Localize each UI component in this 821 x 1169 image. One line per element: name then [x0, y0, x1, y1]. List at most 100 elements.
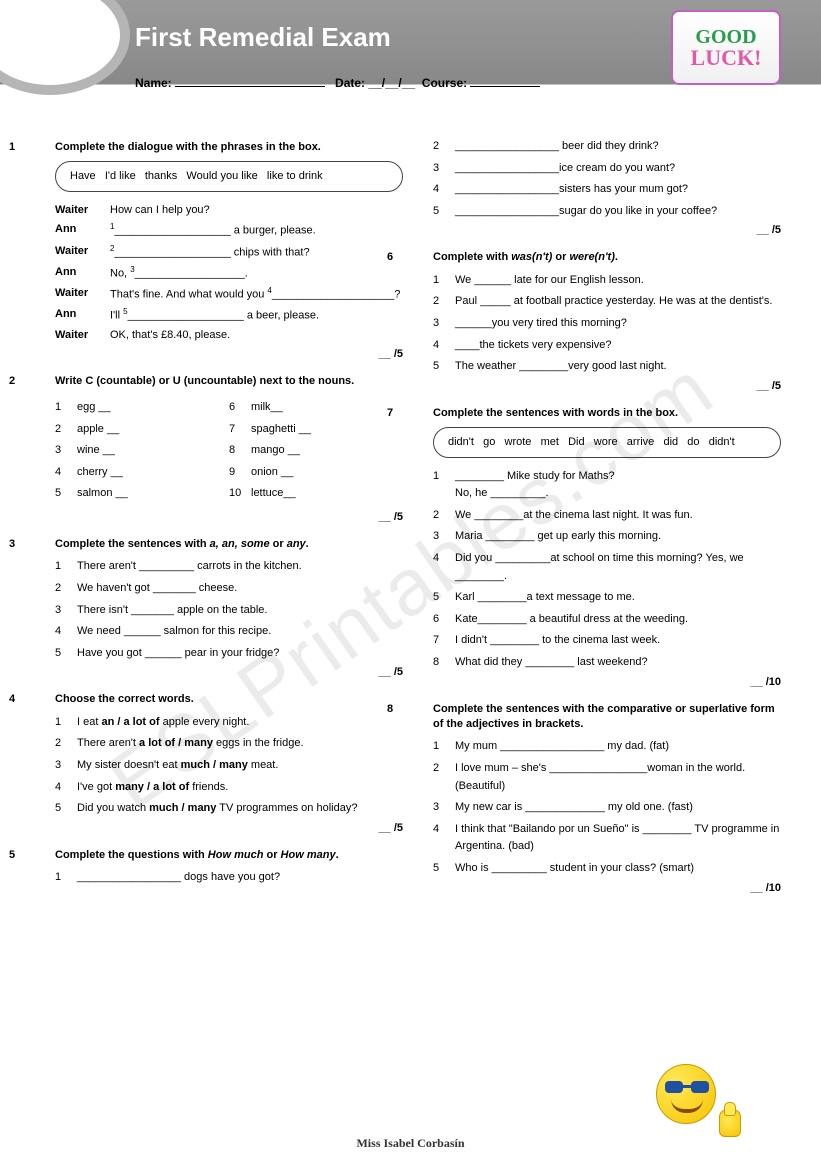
item-text: _________________sisters has your mum go…	[455, 181, 781, 199]
q4-num: 4	[9, 692, 27, 707]
list-item: 4Did you _________at school on time this…	[433, 550, 781, 585]
dialogue-row: WaiterThat's fine. And what would you 4_…	[55, 285, 403, 303]
q8-score: __ /10	[433, 882, 781, 894]
speaker: Ann	[55, 306, 110, 324]
q5-items-left: 1_________________ dogs have you got?	[55, 869, 403, 887]
q5-num: 5	[9, 848, 27, 863]
item-number: 1	[55, 558, 77, 576]
item-text: spaghetti __	[251, 421, 403, 439]
date-label: Date:	[335, 76, 365, 90]
list-item: 2Paul _____ at football practice yesterd…	[433, 293, 781, 311]
speaker: Waiter	[55, 243, 110, 261]
item-number: 3	[55, 757, 77, 775]
list-item: 2apple __	[55, 421, 229, 439]
speaker: Waiter	[55, 327, 110, 344]
item-number: 1	[433, 738, 455, 756]
item-number: 6	[433, 611, 455, 629]
item-text: milk__	[251, 399, 403, 417]
list-item: 4____the tickets very expensive?	[433, 337, 781, 355]
item-text: I think that "Bailando por un Sueño" is …	[455, 821, 781, 856]
q8-items: 1My mum _________________ my dad. (fat)2…	[433, 738, 781, 877]
item-text: egg __	[77, 399, 229, 417]
q7-num: 7	[387, 406, 405, 421]
dialogue-row: Waiter2___________________ chips with th…	[55, 243, 403, 261]
good-luck-badge: GOOD LUCK!	[671, 10, 781, 85]
item-text: lettuce__	[251, 485, 403, 503]
list-item: 8What did they ________ last weekend?	[433, 654, 781, 672]
q5-score: __ /5	[433, 224, 781, 236]
item-number: 1	[433, 468, 455, 503]
item-number: 4	[55, 779, 77, 797]
item-text: I love mum – she's ________________woman…	[455, 760, 781, 795]
item-text: _________________ dogs have you got?	[77, 869, 403, 887]
item-text: Have you got ______ pear in your fridge?	[77, 645, 403, 663]
list-item: 3_________________ice cream do you want?	[433, 160, 781, 178]
list-item: 2We haven't got _______ cheese.	[55, 580, 403, 598]
item-number: 3	[433, 799, 455, 817]
q1-dialogue: WaiterHow can I help you?Ann1___________…	[55, 202, 403, 344]
item-number: 4	[433, 337, 455, 355]
item-text: My sister doesn't eat much / many meat.	[77, 757, 403, 775]
speaker: Ann	[55, 264, 110, 282]
question-5-start: 5Complete the questions with How much or…	[55, 848, 403, 887]
dialogue-row: WaiterHow can I help you?	[55, 202, 403, 219]
list-item: 3______you very tired this morning?	[433, 315, 781, 333]
q4-score: __ /5	[55, 822, 403, 834]
item-text: mango __	[251, 442, 403, 460]
question-4: 4Choose the correct words. 1I eat an / a…	[55, 692, 403, 833]
list-item: 4We need ______ salmon for this recipe.	[55, 623, 403, 641]
goodluck-bot: LUCK!	[691, 47, 762, 69]
list-item: 1_________________ dogs have you got?	[55, 869, 403, 887]
q8-num: 8	[387, 702, 405, 717]
item-number: 4	[433, 181, 455, 199]
speaker: Waiter	[55, 202, 110, 219]
item-number: 4	[433, 550, 455, 585]
list-item: 3My new car is _____________ my old one.…	[433, 799, 781, 817]
item-text: Did you watch much / many TV programmes …	[77, 800, 403, 818]
item-text: Maria ________ get up early this morning…	[455, 528, 781, 546]
q2-score: __ /5	[55, 511, 403, 523]
item-number: 2	[55, 735, 77, 753]
item-number: 2	[433, 760, 455, 795]
list-item: 3There isn't _______ apple on the table.	[55, 602, 403, 620]
question-5-cont: 2_________________ beer did they drink?3…	[433, 138, 781, 236]
item-text: _________________sugar do you like in yo…	[455, 203, 781, 221]
item-text: Who is _________ student in your class? …	[455, 860, 781, 878]
header-logo-oval	[0, 0, 130, 95]
list-item: 3Maria ________ get up early this mornin…	[433, 528, 781, 546]
q7-score: __ /10	[433, 676, 781, 688]
q7-wordbox: didn't go wrote met Did wore arrive did …	[433, 427, 781, 458]
item-number: 3	[433, 315, 455, 333]
list-item: 3wine __	[55, 442, 229, 460]
smiley-icon	[656, 1064, 731, 1139]
item-number: 3	[433, 160, 455, 178]
item-number: 4	[55, 623, 77, 641]
list-item: 2We ________at the cinema last night. It…	[433, 507, 781, 525]
list-item: 1egg __	[55, 399, 229, 417]
list-item: 6milk__	[229, 399, 403, 417]
q1-instruction: Complete the dialogue with the phrases i…	[55, 141, 321, 153]
item-text: Karl ________a text message to me.	[455, 589, 781, 607]
item-text: onion __	[251, 464, 403, 482]
item-number: 2	[433, 293, 455, 311]
name-label: Name:	[135, 76, 172, 90]
q2-num: 2	[9, 374, 27, 389]
list-item: 7spaghetti __	[229, 421, 403, 439]
q5-items-right: 2_________________ beer did they drink?3…	[433, 138, 781, 220]
item-text: The weather ________very good last night…	[455, 358, 781, 376]
item-text: I didn't ________ to the cinema last wee…	[455, 632, 781, 650]
dialogue-row: AnnI'll 5___________________ a beer, ple…	[55, 306, 403, 324]
list-item: 8mango __	[229, 442, 403, 460]
item-number: 2	[433, 138, 455, 156]
q6-num: 6	[387, 250, 405, 265]
item-text: There aren't _________ carrots in the ki…	[77, 558, 403, 576]
item-text: Did you _________at school on time this …	[455, 550, 781, 585]
list-item: 5Have you got ______ pear in your fridge…	[55, 645, 403, 663]
speaker: Waiter	[55, 285, 110, 303]
item-text: salmon __	[77, 485, 229, 503]
q3-items: 1There aren't _________ carrots in the k…	[55, 558, 403, 662]
q7-items: 1________ Mike study for Maths?No, he __…	[433, 468, 781, 672]
item-text: _________________ beer did they drink?	[455, 138, 781, 156]
course-label: Course:	[422, 76, 467, 90]
item-text: apple __	[77, 421, 229, 439]
